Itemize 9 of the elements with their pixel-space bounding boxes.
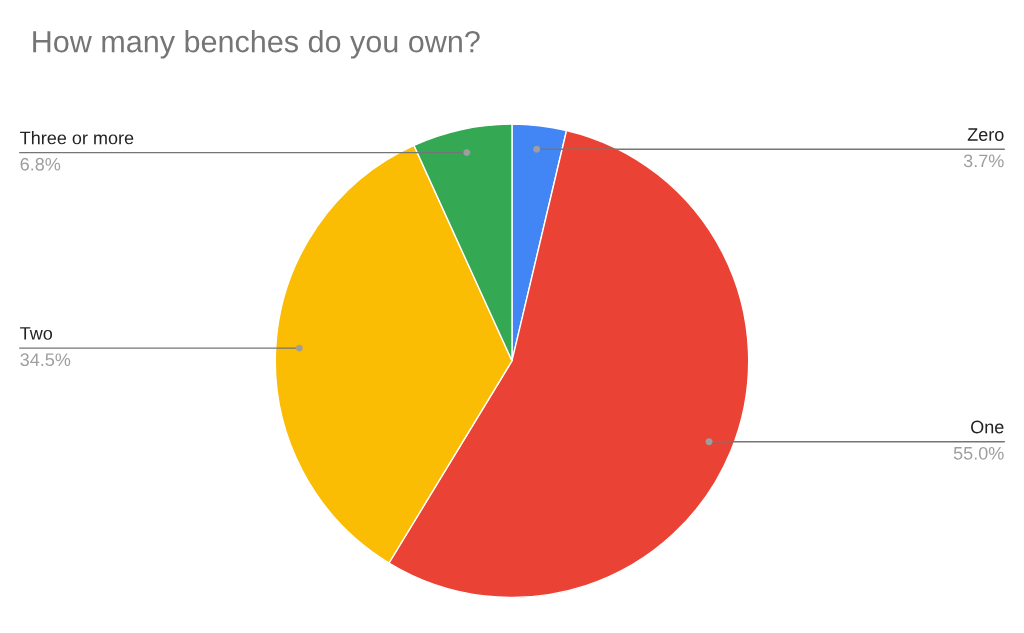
slice-label: One (971, 420, 1004, 434)
data-label: 6.8% (20, 157, 61, 171)
chart-title: How many benches do you own? (33, 30, 480, 59)
data-label: 3.7% (963, 154, 1004, 168)
slice-label: Two (20, 327, 53, 340)
data-label: 34.5% (20, 353, 71, 367)
slice-label: Zero (967, 128, 1004, 141)
data-label: 55.0% (953, 446, 1004, 460)
slice-label: Three or more (20, 131, 134, 145)
